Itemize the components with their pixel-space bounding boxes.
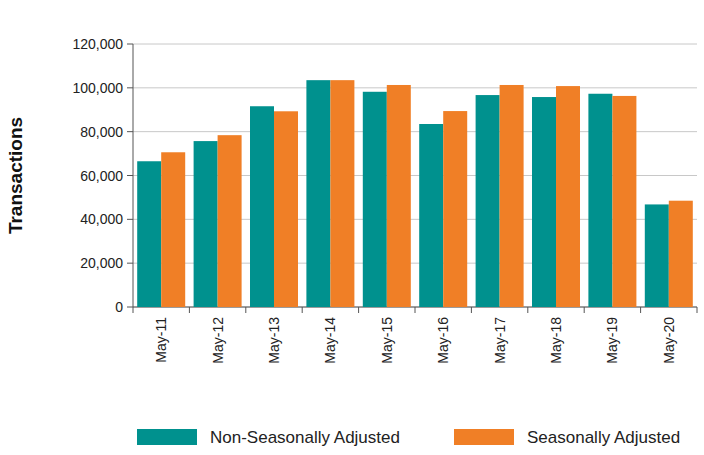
x-tick-label: May-18 (548, 317, 564, 364)
bar (194, 141, 218, 307)
bar (556, 86, 580, 307)
y-tick (127, 44, 133, 45)
x-tick-label: May-17 (492, 317, 508, 364)
bar (274, 111, 298, 307)
y-tick-label: 80,000 (80, 124, 123, 140)
bar (532, 97, 556, 307)
bar (612, 96, 636, 307)
bar (137, 161, 161, 307)
legend-label: Non-Seasonally Adjusted (210, 428, 400, 447)
bar (387, 85, 411, 307)
x-tick (584, 307, 585, 313)
y-tick-label: 20,000 (80, 255, 123, 271)
x-tick-label: May-11 (153, 317, 169, 363)
legend-label: Seasonally Adjusted (527, 428, 680, 447)
grid-line (133, 87, 697, 88)
x-tick-label: May-20 (661, 317, 677, 364)
y-tick-label: 40,000 (80, 211, 123, 227)
y-tick-label: 120,000 (72, 36, 123, 52)
y-tick-label: 0 (115, 299, 123, 315)
bar (443, 111, 467, 307)
x-tick (189, 307, 190, 313)
chart: 0 20,000 40,000 60,000 80,000 100,000 120,000 T… (0, 0, 704, 455)
x-tick (302, 307, 303, 313)
x-tick (133, 307, 134, 313)
y-tick-label: 100,000 (72, 80, 123, 96)
y-tick (127, 87, 133, 88)
x-tick-label: May-13 (266, 317, 282, 364)
x-tick (527, 307, 528, 313)
x-tick (471, 307, 472, 313)
y-tick (127, 263, 133, 264)
bar (218, 135, 242, 307)
bar (306, 80, 330, 307)
x-tick (415, 307, 416, 313)
grid-line (133, 44, 697, 45)
legend-swatch (454, 429, 514, 445)
x-tick-label: May-15 (379, 317, 395, 364)
y-tick (127, 175, 133, 176)
y-tick (127, 307, 133, 308)
x-tick-label: May-16 (435, 317, 451, 364)
bar (588, 94, 612, 307)
x-tick (697, 307, 698, 313)
legend-swatch (137, 429, 197, 445)
y-tick-label: 60,000 (80, 168, 123, 184)
bar (330, 80, 354, 307)
bar (161, 152, 185, 307)
y-tick (127, 219, 133, 220)
x-tick-label: May-19 (604, 317, 620, 364)
x-tick (358, 307, 359, 313)
x-tick (245, 307, 246, 313)
bars (137, 80, 693, 307)
bar (500, 85, 524, 307)
bar (419, 124, 443, 307)
x-tick-label: May-14 (322, 317, 338, 364)
bar (250, 106, 274, 307)
legend: Non-Seasonally Adjusted Seasonally Adjust… (137, 428, 680, 447)
bar (363, 92, 387, 307)
x-tick-label: May-12 (210, 317, 226, 364)
y-axis (133, 44, 134, 307)
y-axis-label: Transactions (5, 117, 26, 234)
bar (669, 201, 693, 307)
y-tick (127, 131, 133, 132)
bar (645, 204, 669, 307)
x-tick (640, 307, 641, 313)
bar (476, 95, 500, 307)
